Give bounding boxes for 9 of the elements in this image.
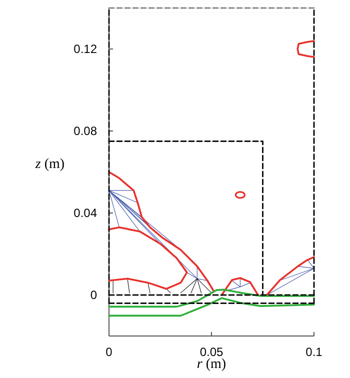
x-tick-label: 0.05: [200, 345, 224, 359]
x-tick-label: 0: [106, 345, 113, 359]
y-axis-title: z (m): [34, 156, 65, 172]
y-tick-label: 0.04: [74, 206, 98, 220]
y-tick-label: 0.12: [74, 42, 98, 56]
x-tick-label: 0.1: [306, 345, 323, 359]
x-axis-title: r (m): [196, 357, 226, 372]
y-tick-label: 0: [90, 288, 98, 302]
y-tick-label: 0.08: [74, 124, 98, 138]
